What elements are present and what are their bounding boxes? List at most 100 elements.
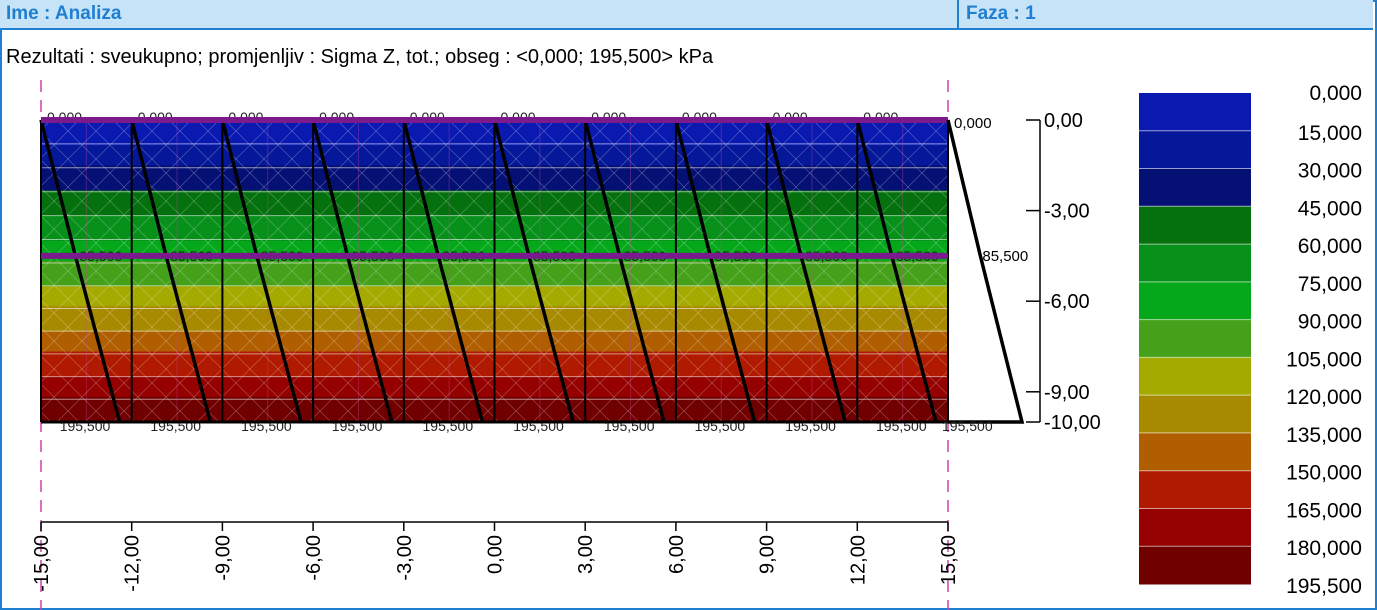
x-tick-label: 12,00 (847, 535, 869, 585)
x-tick-label: -9,00 (212, 535, 234, 581)
mesh-line (840, 314, 948, 422)
mesh-line (41, 120, 192, 271)
mesh-line (784, 120, 948, 284)
mesh-line (224, 120, 528, 422)
mesh-line (168, 120, 472, 422)
x-tick-label: 15,00 (938, 535, 960, 585)
x-tick-label: -6,00 (303, 535, 325, 581)
mesh-line (504, 120, 808, 422)
mesh-line (196, 120, 500, 422)
legend-value-label: 195,500 (1286, 575, 1362, 598)
side-stress-label-top: 0,000 (954, 115, 992, 132)
mesh-line (41, 120, 108, 187)
mesh-line (41, 243, 220, 422)
mesh-line (41, 299, 164, 422)
stress-label-bottom: 195,500 (423, 418, 474, 434)
mesh-line (840, 120, 948, 228)
mesh-line (41, 187, 276, 422)
mesh-line (588, 120, 892, 422)
header-divider (957, 0, 959, 28)
stress-label-bottom: 195,500 (604, 418, 655, 434)
mesh-line (560, 120, 864, 422)
mesh-line (560, 120, 864, 422)
phase-label: Faza : 1 (966, 3, 1036, 24)
legend-value-label: 120,000 (1286, 386, 1362, 409)
legend-swatch (1139, 508, 1251, 547)
legend-swatch (1139, 357, 1251, 396)
legend-swatch (1139, 206, 1251, 245)
mesh-line (140, 120, 444, 422)
x-tick-label: -3,00 (394, 535, 416, 581)
mesh-line (41, 120, 164, 243)
mesh-pattern (0, 120, 948, 422)
mesh-line (532, 120, 836, 422)
mesh-line (41, 131, 332, 422)
mesh-line (112, 120, 416, 422)
stress-label-bottom: 195,500 (150, 418, 201, 434)
mesh-line (308, 120, 612, 422)
mesh-line (0, 120, 23, 422)
mesh-line (812, 120, 948, 256)
legend-swatch (1139, 244, 1251, 283)
mesh-line (700, 120, 948, 368)
mesh-line (280, 120, 584, 422)
mesh-line (41, 355, 108, 422)
mesh-line (420, 120, 724, 422)
mesh-line (588, 120, 892, 422)
legend-value-label: 75,000 (1298, 273, 1362, 296)
legend-value-label: 165,000 (1286, 499, 1362, 522)
mesh-line (56, 120, 360, 422)
mesh-line (168, 120, 472, 422)
mesh-line (0, 120, 23, 422)
stress-label-bottom: 195,500 (60, 418, 111, 434)
legend-value-label: 30,000 (1298, 160, 1362, 183)
mesh-line (868, 342, 948, 422)
legend-value-label: 135,000 (1286, 424, 1362, 447)
legend-swatch (1139, 470, 1251, 509)
mesh-line (41, 120, 136, 215)
mesh-line (420, 120, 724, 422)
mesh-line (644, 120, 948, 422)
x-tick-label: 9,00 (757, 535, 779, 574)
mesh-line (336, 120, 640, 422)
mesh-line (140, 120, 444, 422)
legend-value-label: 15,000 (1298, 122, 1362, 145)
mesh-line (84, 120, 388, 422)
color-legend: 0,000 15,000 30,000 45,000 60,000 75,000 90,00… (1139, 82, 1362, 598)
header-bar: Ime : Analiza Faza : 1 (0, 0, 1373, 30)
legend-value-label: 60,000 (1298, 235, 1362, 258)
x-tick-label: -15,00 (31, 535, 53, 592)
mesh-line (41, 120, 304, 383)
mesh-line (756, 230, 948, 422)
mesh-line (784, 258, 948, 422)
depth-tick-label: 0,00 (1044, 110, 1083, 132)
stress-label-bottom: 195,500 (876, 418, 927, 434)
mesh-line (868, 120, 948, 200)
stress-label-bottom: 195,500 (513, 418, 564, 434)
depth-tick-label: -6,00 (1044, 291, 1090, 313)
legend-swatch (1139, 130, 1251, 170)
x-tick-label: 0,00 (485, 535, 507, 574)
legend-value-label: 90,000 (1298, 311, 1362, 334)
legend-swatch (1139, 93, 1251, 132)
mesh-line (448, 120, 752, 422)
mesh-line (196, 120, 500, 422)
mesh-line (700, 174, 948, 422)
analysis-name-label: Ime : Analiza (6, 3, 122, 24)
legend-value-label: 45,000 (1298, 197, 1362, 220)
mesh-line (41, 120, 332, 411)
mesh-line (392, 120, 696, 422)
legend-swatch (1139, 395, 1251, 434)
mesh-line (84, 120, 388, 422)
side-stress-label-mid: 85,500 (982, 248, 1028, 265)
legend-value-label: 150,000 (1286, 462, 1362, 485)
depth-tick-label: -3,00 (1044, 201, 1090, 223)
legend-swatch (1139, 168, 1251, 207)
stress-label-bottom: 195,500 (332, 418, 383, 434)
mesh-line (504, 120, 808, 422)
legend-swatch (1139, 319, 1251, 358)
side-stress-label-bottom: 195,500 (942, 418, 993, 434)
stress-label-bottom: 195,500 (695, 418, 746, 434)
mesh-line (812, 286, 948, 422)
